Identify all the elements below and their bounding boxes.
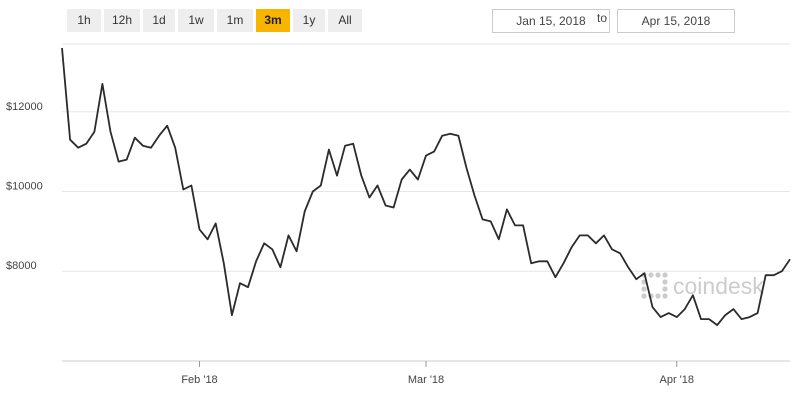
range-button-1y[interactable]: 1y (293, 9, 325, 32)
date-from-input[interactable]: Jan 15, 2018 (492, 9, 610, 33)
series-line-price (61, 47, 791, 326)
x-axis: Feb '18 Mar '18 Apr '18 (62, 360, 790, 386)
date-range-separator: to (597, 11, 608, 25)
grid-lines (62, 43, 790, 272)
range-button-3m[interactable]: 3m (256, 9, 290, 32)
range-button-12h[interactable]: 12h (104, 9, 140, 32)
watermark-text: coindesk (673, 273, 764, 299)
range-button-all[interactable]: All (328, 9, 362, 32)
range-button-1w[interactable]: 1w (178, 9, 214, 32)
y-tick-label: $8000 (6, 260, 37, 272)
date-to-input[interactable]: Apr 15, 2018 (617, 9, 735, 33)
time-range-selector: 1h 12h 1d 1w 1m 3m 1y All (67, 9, 362, 32)
x-tick-label: Feb '18 (181, 374, 217, 386)
y-tick-label: $10000 (6, 181, 43, 193)
x-tick-label: Apr '18 (659, 374, 694, 386)
x-tick-label: Mar '18 (408, 374, 444, 386)
y-tick-label: $12000 (6, 101, 43, 113)
y-axis-labels: $8000 $10000 $12000 (6, 101, 43, 272)
range-button-1h[interactable]: 1h (67, 9, 101, 32)
coindesk-watermark: coindesk (641, 272, 764, 299)
coindesk-logo-icon (641, 272, 668, 299)
range-button-1d[interactable]: 1d (143, 9, 175, 32)
range-button-1m[interactable]: 1m (217, 9, 253, 32)
